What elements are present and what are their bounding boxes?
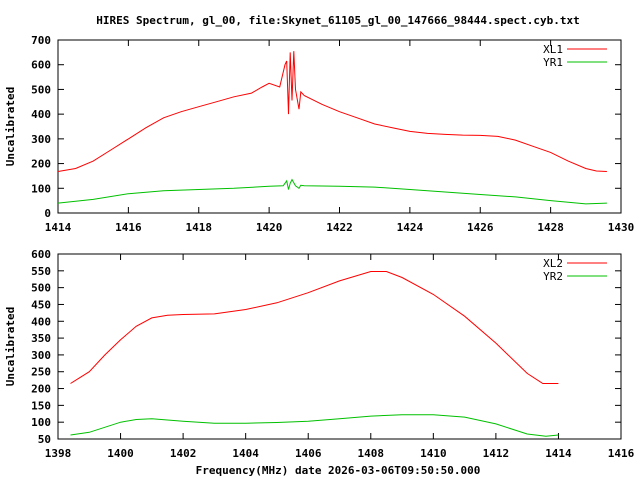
y-tick-label: 500 [31, 83, 51, 96]
x-tick-label: 1408 [358, 447, 385, 460]
y-tick-label: 700 [31, 34, 51, 47]
y-tick-label: 400 [31, 108, 51, 121]
x-tick-label: 1406 [295, 447, 322, 460]
legend-label-xl2: XL2 [543, 257, 563, 270]
y-tick-label: 550 [31, 265, 51, 278]
y-tick-label: 250 [31, 366, 51, 379]
x-tick-label: 1410 [420, 447, 447, 460]
x-tick-label: 1426 [467, 221, 494, 234]
y-tick-label: 600 [31, 248, 51, 261]
y-tick-label: 200 [31, 158, 51, 171]
x-tick-label: 1416 [115, 221, 142, 234]
x-tick-label: 1402 [170, 447, 197, 460]
y-tick-label: 200 [31, 383, 51, 396]
x-tick-label: 1422 [326, 221, 353, 234]
x-tick-label: 1418 [186, 221, 213, 234]
y-tick-label: 600 [31, 59, 51, 72]
y-tick-label: 300 [31, 349, 51, 362]
legend-label-xl1: XL1 [543, 43, 563, 56]
x-tick-label: 1400 [107, 447, 134, 460]
y-tick-label: 50 [38, 433, 51, 446]
series-line-yr2 [70, 414, 559, 437]
x-tick-label: 1404 [232, 447, 259, 460]
plot-frame [57, 39, 622, 214]
x-tick-label: 1424 [397, 221, 424, 234]
plot-frame [57, 253, 622, 440]
y-tick-label: 350 [31, 332, 51, 345]
y-axis-label: Uncalibrated [4, 87, 17, 166]
legend-label-yr2: YR2 [543, 270, 563, 283]
y-tick-label: 450 [31, 298, 51, 311]
y-tick-label: 100 [31, 416, 51, 429]
y-tick-label: 300 [31, 133, 51, 146]
legend-label-yr1: YR1 [543, 56, 563, 69]
x-tick-label: 1430 [608, 221, 635, 234]
plot-panel-1: 0 100 200 300 400 500 600 700 1414 1416 1418 1420 14… [4, 34, 634, 234]
x-tick-label: 1414 [545, 447, 572, 460]
x-tick-label: 1412 [483, 447, 510, 460]
y-tick-label: 0 [44, 207, 51, 220]
x-tick-label: 1414 [45, 221, 72, 234]
series-line-yr1 [57, 178, 607, 205]
x-tick-label: 1428 [537, 221, 564, 234]
y-axis-label: Uncalibrated [4, 307, 17, 386]
plot-panel-2: 50 100 150 200 250 300 350 400 450 500 550 600 1398 1… [4, 248, 635, 460]
y-tick-label: 100 [31, 182, 51, 195]
chart-title: HIRES Spectrum, gl_00, file:Skynet_61105… [96, 14, 579, 27]
y-tick-label: 500 [31, 282, 51, 295]
y-tick-label: 400 [31, 315, 51, 328]
series-line-xl1 [57, 51, 607, 172]
x-axis-label: Frequency(MHz) date 2026-03-06T09:50:50.… [196, 464, 481, 477]
x-tick-label: 1416 [608, 447, 635, 460]
series-line-xl2 [70, 271, 559, 384]
y-tick-label: 150 [31, 399, 51, 412]
x-tick-label: 1398 [45, 447, 72, 460]
x-tick-label: 1420 [256, 221, 283, 234]
